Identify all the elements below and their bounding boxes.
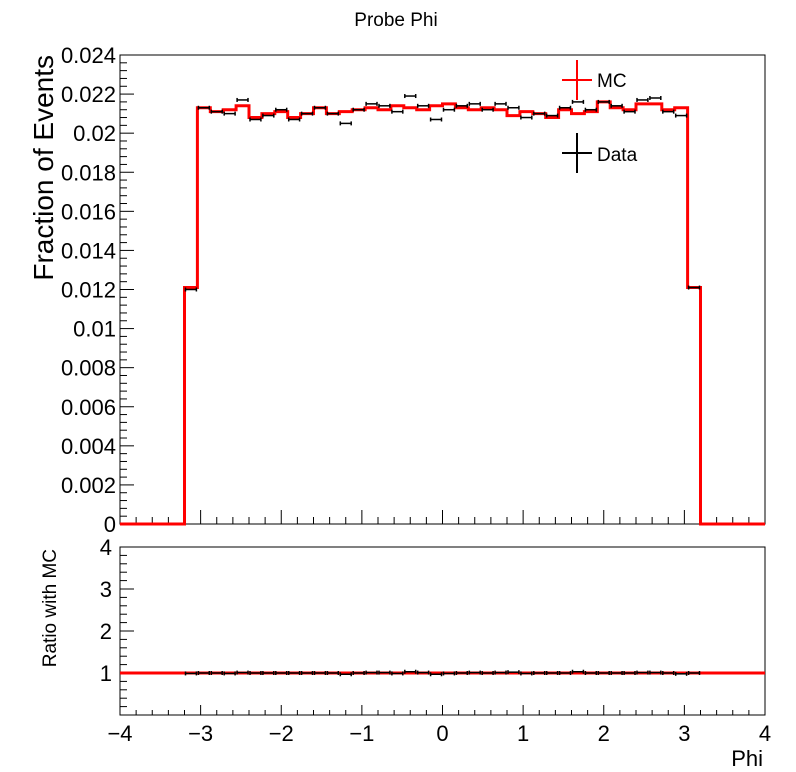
x-tick-label: 4	[759, 721, 771, 746]
x-tick-label: −2	[269, 721, 294, 746]
data-point	[650, 96, 661, 100]
x-tick-label: −1	[349, 721, 374, 746]
data-point	[637, 98, 648, 102]
x-tick-label: −3	[188, 721, 213, 746]
ratio-y-axis-label: Ratio with MC	[40, 549, 61, 667]
legend-entry-mc: MC	[562, 60, 627, 100]
ratio-y-axis-ticks: 1 2 3 4	[100, 535, 134, 715]
data-point	[392, 110, 403, 114]
ratio-y-tick-label: 2	[100, 619, 112, 644]
x-tick-label: 1	[517, 721, 529, 746]
data-point	[573, 100, 584, 104]
x-axis-label: Phi	[731, 746, 763, 771]
main-x-axis-ticks	[120, 510, 765, 524]
y-tick-label: 0.006	[61, 395, 116, 420]
data-point	[418, 104, 429, 108]
legend-entry-data: Data	[562, 133, 638, 173]
x-tick-label: 3	[678, 721, 690, 746]
data-point	[224, 112, 235, 116]
ratio-y-tick-label: 4	[100, 535, 112, 560]
y-tick-label: 0.022	[61, 82, 116, 107]
data-point	[521, 116, 532, 120]
data-point	[405, 94, 416, 98]
y-tick-label: 0.004	[61, 434, 116, 459]
y-tick-label: 0.014	[61, 238, 116, 263]
x-tick-label: −4	[107, 721, 132, 746]
ratio-y-tick-label: 1	[100, 661, 112, 686]
data-point	[508, 106, 519, 110]
legend: MC Data	[562, 60, 638, 173]
data-points	[186, 94, 700, 291]
data-point	[340, 121, 351, 125]
legend-label-data: Data	[597, 145, 638, 166]
x-tick-label: 0	[436, 721, 448, 746]
data-point	[379, 104, 390, 108]
ratio-plot-frame	[120, 547, 765, 715]
x-tick-label: 2	[598, 721, 610, 746]
y-tick-label: 0.016	[61, 199, 116, 224]
mc-histogram	[120, 102, 765, 524]
y-tick-label: 0.002	[61, 473, 116, 498]
y-tick-label: 0.018	[61, 160, 116, 185]
main-y-axis-ticks: 0 0.002 0.004 0.006 0.008 0.01 0.012 0.014 0.016…	[61, 43, 134, 537]
ratio-y-tick-label: 3	[100, 577, 112, 602]
data-point	[366, 102, 377, 106]
legend-label-mc: MC	[597, 71, 627, 92]
main-plot-frame	[120, 55, 765, 524]
data-point	[237, 98, 248, 102]
y-tick-label: 0.01	[73, 317, 116, 342]
mc-histogram-line	[120, 102, 765, 524]
data-point	[469, 102, 480, 106]
y-tick-label: 0.024	[61, 43, 116, 68]
data-point	[676, 114, 687, 118]
y-tick-label: 0.02	[73, 121, 116, 146]
main-y-axis-label: Fraction of Events	[28, 55, 59, 281]
chart-title: Probe Phi	[354, 10, 437, 31]
data-point	[431, 117, 442, 121]
y-tick-label: 0.012	[61, 278, 116, 303]
y-tick-label: 0.008	[61, 356, 116, 381]
data-point	[444, 108, 455, 112]
ratio-x-axis-ticks: −4 −3 −2 −1 0 1 2 3 4	[107, 705, 771, 746]
data-point	[495, 102, 506, 106]
y-tick-label: 0	[104, 512, 116, 537]
